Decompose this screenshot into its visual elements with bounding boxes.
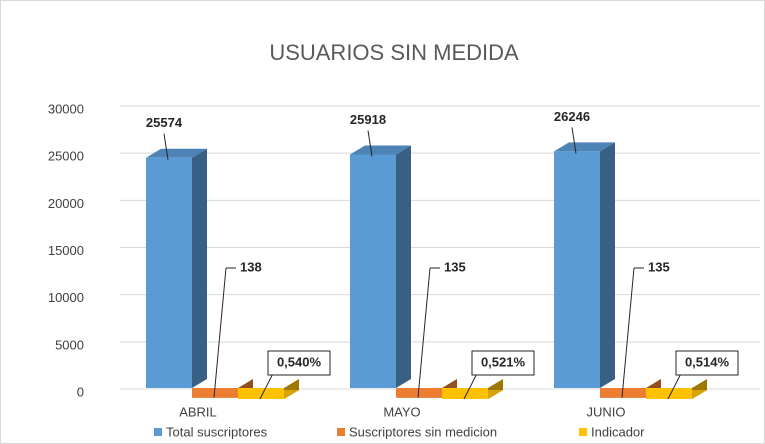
data-label: 0,514% [685, 354, 730, 369]
bar-face [396, 145, 411, 388]
legend-swatch [154, 428, 162, 436]
bar-face [350, 154, 396, 388]
bar-face [600, 388, 646, 398]
legend-swatch [337, 428, 345, 436]
data-label: 135 [444, 259, 466, 274]
data-label: 26246 [554, 109, 590, 124]
y-tick-label: 0 [77, 384, 84, 399]
bar [350, 145, 411, 388]
data-label: 0,540% [277, 354, 322, 369]
bar-face [554, 151, 600, 388]
x-tick-label: MAYO [383, 404, 420, 419]
legend-label: Indicador [591, 424, 645, 439]
x-tick-label: ABRIL [179, 404, 217, 419]
x-tick-label: JUNIO [587, 404, 626, 419]
legend-label: Suscriptores sin medicion [349, 424, 497, 439]
data-label: 138 [240, 259, 262, 274]
y-tick-label: 15000 [48, 243, 84, 258]
leader-line [213, 267, 227, 398]
bar-face [396, 388, 442, 398]
bar-face [600, 142, 615, 388]
bar-face [646, 388, 692, 399]
data-label: 0,521% [481, 354, 526, 369]
bar-face [350, 145, 411, 155]
bar [554, 142, 615, 388]
legend-swatch [579, 428, 587, 436]
data-label: 25918 [350, 112, 386, 127]
label-box [675, 350, 739, 376]
bar [646, 379, 707, 399]
y-tick-label: 10000 [48, 290, 84, 305]
leader-line [163, 133, 169, 160]
legend-label: Total suscriptores [166, 424, 268, 439]
leader-line [367, 130, 373, 157]
bar [442, 379, 503, 399]
bar [238, 379, 299, 399]
y-tick-label: 5000 [55, 337, 84, 352]
data-label: 135 [648, 259, 670, 274]
bar-face [146, 148, 207, 158]
bar-face [554, 142, 615, 152]
leader-line [571, 127, 577, 154]
label-box [471, 350, 535, 376]
bar-face [192, 388, 238, 398]
bar-face [442, 388, 488, 399]
y-tick-label: 20000 [48, 196, 84, 211]
bar-face [146, 157, 192, 388]
y-tick-label: 25000 [48, 149, 84, 164]
leader-line [621, 267, 635, 398]
label-box [267, 350, 331, 376]
chart-title: USUARIOS SIN MEDIDA [269, 40, 519, 65]
bar [146, 148, 207, 388]
leader-line [417, 267, 431, 398]
data-label: 25574 [146, 115, 183, 130]
bar-face [192, 148, 207, 388]
y-tick-label: 30000 [48, 101, 84, 116]
bar-face [238, 388, 284, 399]
